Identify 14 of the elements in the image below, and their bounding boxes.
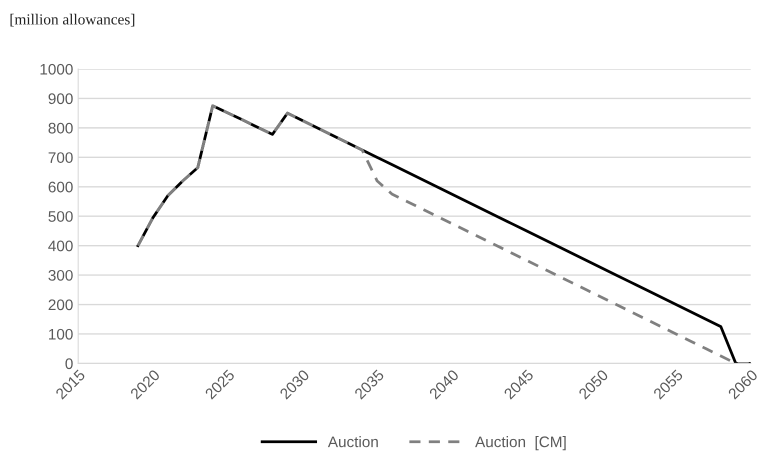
- y-tick-label: 0: [65, 358, 73, 370]
- y-tick-label: 400: [48, 240, 73, 252]
- y-tick-label: 600: [48, 182, 73, 192]
- y-tick-label: 500: [48, 211, 73, 222]
- legend-label: Auction: [328, 436, 378, 448]
- y-tick-label: 900: [48, 93, 73, 104]
- y-tick-label: 100: [49, 328, 73, 340]
- y-tick-label: 1000: [40, 64, 73, 75]
- y-axis-title: [million allowances]: [10, 14, 134, 26]
- y-tick-label: 700: [48, 152, 73, 164]
- y-tick-label: 300: [48, 270, 73, 281]
- y-tick-label: 800: [48, 122, 73, 134]
- y-tick-label: 200: [48, 299, 73, 310]
- legend-label: Auction [CM]: [475, 436, 566, 450]
